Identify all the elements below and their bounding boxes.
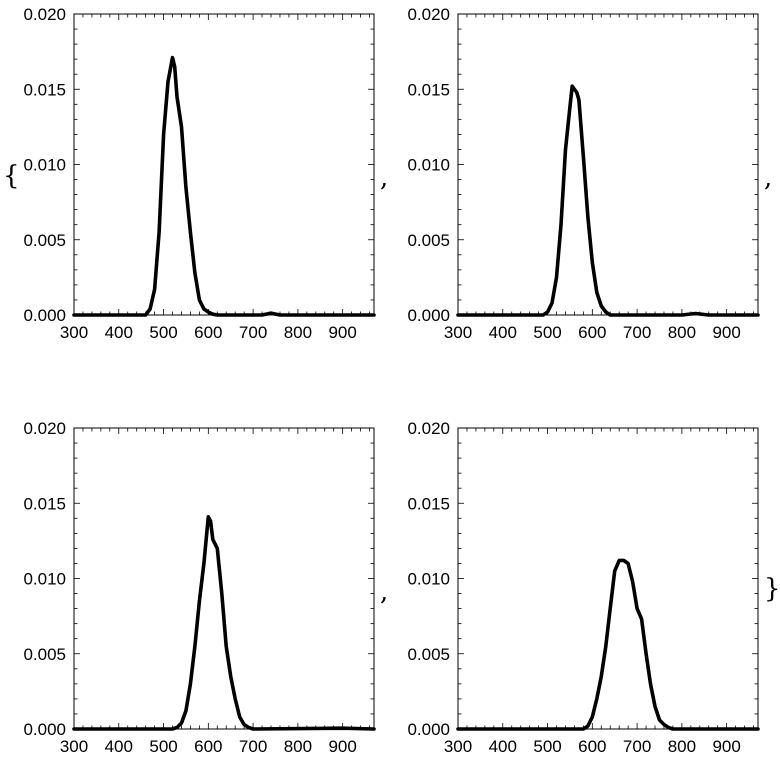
y-tick-label: 0.010	[407, 570, 450, 589]
y-tick-label: 0.015	[23, 80, 66, 99]
plot-frame	[457, 427, 759, 730]
x-tick-label: 700	[239, 323, 267, 342]
x-tick-label: 700	[623, 323, 651, 342]
x-tick-label: 500	[533, 323, 561, 342]
series-line	[72, 55, 376, 317]
list-open-brace: {	[3, 161, 20, 191]
chart-panel-1: 300 400 500 600 700 800 900 0.000 0.005 0.010 0.01…	[23, 5, 376, 342]
y-tick-label: 0.010	[23, 156, 66, 175]
y-tick-label: 0.000	[23, 306, 66, 325]
list-close-brace: }	[764, 574, 780, 604]
list-separator-3: ,	[380, 577, 388, 607]
x-tick-label: 600	[578, 737, 606, 756]
x-tick-label: 900	[328, 323, 356, 342]
series-line	[456, 84, 760, 317]
x-tick-label: 300	[444, 323, 472, 342]
chart-panel-3: 300 400 500 600 700 800 900 0.000 0.005 0.010 0.01…	[23, 419, 376, 756]
y-tick-label: 0.020	[23, 419, 66, 438]
y-tick-label: 0.005	[407, 645, 450, 664]
list-separator-2: ,	[764, 163, 772, 193]
x-tick-label: 400	[489, 323, 517, 342]
x-tick-label: 300	[60, 323, 88, 342]
y-tick-label: 0.000	[407, 306, 450, 325]
y-tick-label: 0.005	[23, 645, 66, 664]
y-tick-label: 0.000	[407, 720, 450, 739]
y-tick-label: 0.020	[407, 5, 450, 24]
x-tick-label: 400	[105, 323, 133, 342]
y-tick-label: 0.005	[407, 231, 450, 250]
y-tick-label: 0.020	[23, 5, 66, 24]
y-tick-label: 0.010	[407, 156, 450, 175]
series-line	[72, 515, 376, 731]
x-tick-label: 600	[194, 737, 222, 756]
y-tick-label: 0.005	[23, 231, 66, 250]
x-tick-label: 500	[149, 323, 177, 342]
plot-frame	[73, 427, 375, 730]
x-tick-label: 300	[60, 737, 88, 756]
x-tick-label: 800	[284, 737, 312, 756]
chart-panel-2: 300 400 500 600 700 800 900 0.000 0.005 0.010 0.01…	[407, 5, 760, 342]
x-tick-label: 900	[712, 737, 740, 756]
chart-panel-4: 300 400 500 600 700 800 900 0.000 0.005 0.010 0.01…	[407, 419, 760, 756]
x-tick-label: 400	[489, 737, 517, 756]
list-separator-1: ,	[380, 163, 388, 193]
x-tick-label: 600	[194, 323, 222, 342]
y-tick-label: 0.015	[407, 494, 450, 513]
x-tick-label: 700	[239, 737, 267, 756]
plot-frame	[457, 13, 759, 316]
x-tick-label: 900	[328, 737, 356, 756]
x-tick-label: 500	[533, 737, 561, 756]
x-tick-label: 600	[578, 323, 606, 342]
y-tick-label: 0.015	[407, 80, 450, 99]
x-tick-label: 500	[149, 737, 177, 756]
plot-frame	[73, 13, 375, 316]
x-tick-label: 800	[668, 323, 696, 342]
series-line	[456, 558, 760, 731]
y-tick-label: 0.020	[407, 419, 450, 438]
x-tick-label: 400	[105, 737, 133, 756]
x-tick-label: 800	[668, 737, 696, 756]
y-tick-label: 0.010	[23, 570, 66, 589]
x-tick-label: 300	[444, 737, 472, 756]
y-tick-label: 0.015	[23, 494, 66, 513]
x-tick-label: 700	[623, 737, 651, 756]
y-tick-label: 0.000	[23, 720, 66, 739]
x-tick-label: 800	[284, 323, 312, 342]
x-tick-label: 900	[712, 323, 740, 342]
